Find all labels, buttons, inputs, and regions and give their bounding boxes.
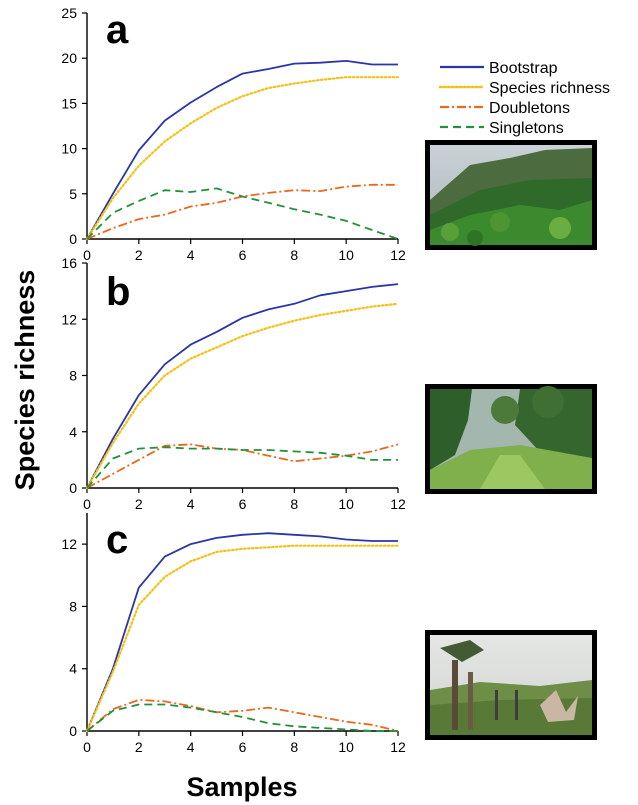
panel-b-y-tick-label: 12 bbox=[61, 311, 77, 327]
panel-a-x-tick-label: 8 bbox=[290, 247, 298, 263]
panel-a-chart: 0 5 10 15 20 25 0 2 4 6 8 10 12 bbox=[61, 5, 406, 263]
panel-b-x-tick-label: 12 bbox=[390, 496, 406, 512]
panel-a-x-tick-label: 0 bbox=[83, 247, 91, 263]
x-axis-title: Samples bbox=[186, 772, 297, 802]
panel-a-series-doubletons bbox=[86, 183, 398, 240]
panel-a-y-tick-label: 10 bbox=[61, 141, 77, 157]
panel-a-x-tick-label: 12 bbox=[390, 247, 406, 263]
panel-b-x-tick-label: 8 bbox=[290, 496, 298, 512]
legend-label-singletons: Singletons bbox=[489, 120, 564, 137]
panel-c-x-tick-label: 2 bbox=[135, 739, 143, 755]
photo-forest-clearing bbox=[425, 384, 597, 494]
panel-a-series-bootstrap bbox=[86, 60, 398, 240]
panel-c-x-tick-label: 12 bbox=[390, 739, 406, 755]
panel-c-x-tick-label: 0 bbox=[83, 739, 91, 755]
panel-b-y-tick-label: 0 bbox=[69, 480, 77, 496]
panel-b-x-tick-label: 6 bbox=[239, 496, 247, 512]
photo-forested-hillside bbox=[425, 140, 597, 250]
panel-a-x-tick-label: 6 bbox=[239, 247, 247, 263]
panel-c-x-tick-label: 8 bbox=[290, 739, 298, 755]
panel-a-y-tick-label: 0 bbox=[69, 231, 77, 247]
panel-c-x-tick-label: 10 bbox=[338, 739, 354, 755]
y-axis-title: Species richness bbox=[10, 270, 40, 491]
panel-a-letter: a bbox=[106, 8, 129, 52]
panel-a-y-tick-label: 15 bbox=[61, 95, 77, 111]
panel-b-y-tick-label: 8 bbox=[69, 368, 77, 384]
panel-a-x-tick-label: 4 bbox=[187, 247, 195, 263]
legend: Bootstrap Species richness Doubletons Si… bbox=[438, 60, 610, 137]
panel-b-letter: b bbox=[106, 270, 130, 314]
panel-a-series-species-richness bbox=[85, 76, 400, 241]
panel-b-x-tick-label: 4 bbox=[187, 496, 195, 512]
panel-a-series-singletons bbox=[86, 187, 399, 240]
panel-c-y-tick-label: 12 bbox=[61, 536, 77, 552]
panel-c-series-species-richness bbox=[85, 544, 400, 733]
panel-c-y-tick-label: 4 bbox=[69, 661, 77, 677]
panel-b-y-tick-label: 16 bbox=[61, 255, 77, 271]
panel-a-y-tick-label: 25 bbox=[61, 5, 77, 21]
panel-a-x-tick-label: 2 bbox=[135, 247, 143, 263]
legend-label-species-richness: Species richness bbox=[489, 80, 610, 97]
panel-b-series-species-richness bbox=[85, 302, 400, 490]
panel-b-series-singletons bbox=[86, 446, 398, 489]
panel-b-x-tick-label: 0 bbox=[83, 496, 91, 512]
panel-b-x-tick-label: 2 bbox=[135, 496, 143, 512]
panel-c-x-tick-label: 4 bbox=[187, 739, 195, 755]
legend-label-doubletons: Doubletons bbox=[489, 100, 570, 117]
panel-b-series-doubletons bbox=[86, 443, 399, 489]
panel-b-series-bootstrap bbox=[86, 283, 399, 489]
panel-c-y-tick-label: 0 bbox=[69, 723, 77, 739]
photo-pasture bbox=[425, 630, 597, 740]
panel-b-x-tick-label: 10 bbox=[338, 496, 354, 512]
legend-label-bootstrap: Bootstrap bbox=[489, 60, 558, 77]
panel-b-y-tick-label: 4 bbox=[69, 424, 77, 440]
panel-c-series-singletons bbox=[86, 703, 398, 732]
panel-a-x-tick-label: 10 bbox=[338, 247, 354, 263]
panel-a-y-tick-label: 20 bbox=[61, 50, 77, 66]
panel-c-chart: 0 4 8 12 0 2 4 6 8 10 12 bbox=[61, 513, 406, 755]
panel-b-chart: 0 4 8 12 16 0 2 4 6 8 10 12 bbox=[61, 255, 406, 512]
panel-a-y-tick-label: 5 bbox=[69, 186, 77, 202]
panel-c-letter: c bbox=[106, 518, 128, 562]
panel-c-y-tick-label: 8 bbox=[69, 598, 77, 614]
panel-c-series-bootstrap bbox=[86, 532, 398, 732]
panel-c-x-tick-label: 6 bbox=[239, 739, 247, 755]
panel-c-series-doubletons bbox=[86, 699, 399, 732]
